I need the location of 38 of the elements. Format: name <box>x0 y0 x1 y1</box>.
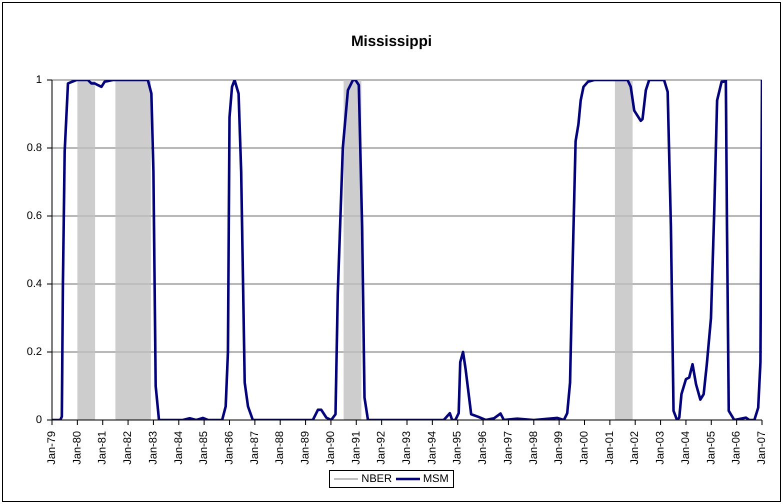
x-tick-label: Jan-94 <box>426 431 438 465</box>
x-tick-label: Jan-80 <box>71 431 84 465</box>
x-tick-label: Jan-97 <box>502 431 514 465</box>
y-tick-label: 0.4 <box>26 278 42 290</box>
legend-label: NBER <box>361 473 392 485</box>
x-tick-label: Jan-83 <box>147 431 160 465</box>
x-tick-label: Jan-82 <box>122 431 134 465</box>
y-tick-label: 0.2 <box>26 346 42 358</box>
x-tick-label: Jan-06 <box>730 431 743 465</box>
x-tick-label: Jan-03 <box>654 431 667 465</box>
x-tick-label: Jan-95 <box>452 431 464 465</box>
x-tick-label: Jan-05 <box>705 431 718 465</box>
x-tick-label: Jan-92 <box>376 431 388 465</box>
x-tick-label: Jan-88 <box>274 431 286 465</box>
x-tick-label: Jan-93 <box>401 431 413 465</box>
x-tick-label: Jan-91 <box>350 431 362 465</box>
y-tick-label: 0.6 <box>26 210 42 222</box>
chart-title: Mississippi <box>350 33 433 50</box>
x-tick-label: Jan-01 <box>604 431 616 465</box>
x-tick-label: Jan-81 <box>96 431 109 465</box>
x-tick-label: Jan-89 <box>300 431 312 465</box>
x-tick-label: Jan-00 <box>578 431 590 465</box>
x-tick-label: Jan-84 <box>172 431 185 465</box>
x-tick-label: Jan-86 <box>224 431 236 465</box>
x-tick-label: Jan-96 <box>477 431 490 465</box>
x-tick-label: Jan-85 <box>198 431 210 465</box>
x-tick-label: Jan-04 <box>680 431 692 465</box>
x-tick-label: Jan-87 <box>248 431 261 465</box>
y-tick-label: 0 <box>36 414 42 426</box>
x-tick-label: Jan-99 <box>553 431 566 465</box>
x-tick-label: Jan-79 <box>46 431 58 465</box>
y-tick-label: 1 <box>36 74 42 86</box>
x-tick-label: Jan-02 <box>629 431 642 465</box>
x-tick-label: Jan-90 <box>324 431 337 465</box>
y-tick-label: 0.8 <box>26 142 42 154</box>
x-tick-label: Jan-07 <box>756 431 768 465</box>
x-tick-label: Jan-98 <box>528 431 540 465</box>
legend-label: MSM <box>422 473 449 485</box>
